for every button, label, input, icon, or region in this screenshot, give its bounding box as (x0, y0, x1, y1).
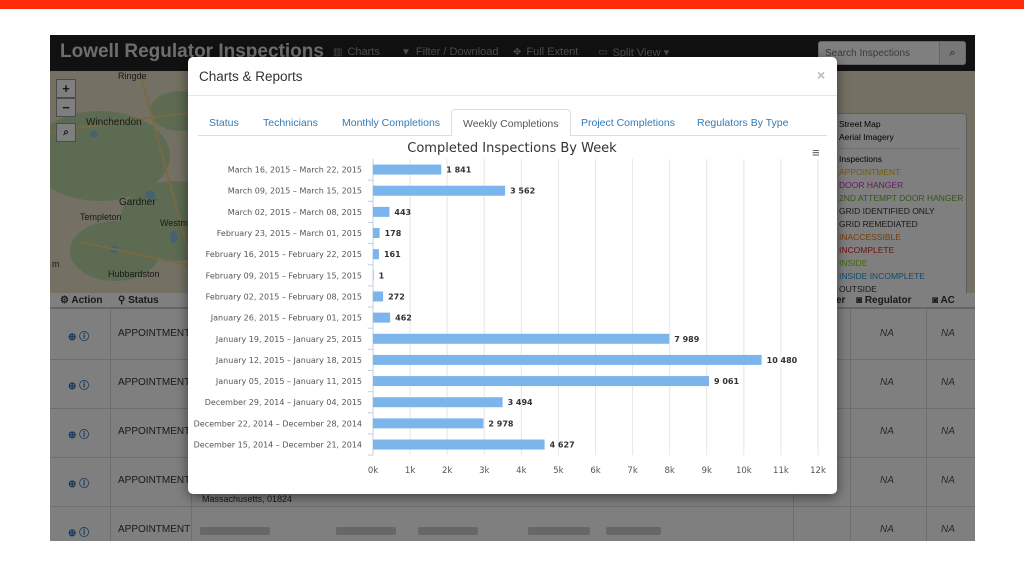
y-tick-label: March 09, 2015 – March 15, 2015 (228, 187, 362, 196)
data-label: 10 480 (767, 356, 798, 365)
data-label: 443 (394, 208, 411, 217)
bar (373, 376, 710, 387)
x-tick-label: 3k (479, 466, 489, 476)
chart-svg: Completed Inspections By Week 0k 1k 2k 3k 4k 5… (194, 141, 826, 476)
y-tick-label: February 16, 2015 – February 22, 2015 (206, 250, 362, 259)
modal-title: Charts & Reports (199, 69, 303, 84)
x-tick-label: 8k (664, 466, 674, 476)
bar (373, 397, 503, 408)
x-tick-label: 4k (516, 466, 526, 476)
charts-reports-modal: Charts & Reports × Status Technicians Mo… (188, 57, 837, 494)
top-accent-bar (0, 0, 1024, 9)
bar (373, 206, 390, 217)
y-tick-label: January 12, 2015 – January 18, 2015 (215, 356, 362, 365)
y-tick-label: February 09, 2015 – February 15, 2015 (206, 271, 362, 280)
tab-regulators-by-type[interactable]: Regulators By Type (697, 117, 789, 129)
weekly-completions-chart: Completed Inspections By Week 0k 1k 2k 3k 4k 5… (188, 137, 837, 489)
x-tick-label: 0k (368, 466, 378, 476)
data-label: 161 (384, 250, 401, 259)
bar (373, 270, 374, 281)
data-label: 462 (395, 314, 412, 323)
bar (373, 185, 506, 196)
tab-monthly-completions[interactable]: Monthly Completions (342, 117, 441, 129)
x-tick-label: 1k (405, 466, 415, 476)
bar (373, 291, 384, 302)
bar (373, 439, 545, 450)
x-tick-label: 11k (773, 466, 789, 476)
tab-project-completions[interactable]: Project Completions (581, 117, 675, 129)
chart-title: Completed Inspections By Week (407, 141, 617, 156)
modal-divider (188, 95, 837, 96)
bar (373, 312, 391, 323)
bar (373, 354, 762, 365)
data-label: 3 562 (510, 187, 535, 196)
tab-weekly-completions[interactable]: Weekly Completions (451, 109, 571, 137)
chart-menu-icon[interactable]: ≡ (812, 145, 820, 160)
x-tick-label: 6k (590, 466, 600, 476)
y-tick-label: December 29, 2014 – January 04, 2015 (205, 398, 362, 407)
report-tabs: Status Technicians Monthly Completions W… (198, 109, 827, 137)
data-label: 272 (388, 292, 405, 301)
y-tick-label: December 22, 2014 – December 28, 2014 (194, 419, 362, 428)
bar (373, 228, 380, 239)
y-tick-label: January 05, 2015 – January 11, 2015 (215, 377, 362, 386)
data-label: 9 061 (714, 377, 739, 386)
bar (373, 249, 379, 260)
y-tick-label: February 23, 2015 – March 01, 2015 (217, 229, 362, 238)
y-tick-label: March 02, 2015 – March 08, 2015 (228, 208, 362, 217)
bar (373, 418, 484, 429)
tab-status[interactable]: Status (209, 117, 239, 129)
y-tick-label: January 26, 2015 – February 01, 2015 (210, 314, 362, 323)
y-tick-label: December 15, 2014 – December 21, 2014 (194, 441, 362, 450)
data-label: 7 989 (674, 335, 699, 344)
close-icon[interactable]: × (817, 67, 826, 83)
bar (373, 333, 670, 344)
data-label: 1 841 (446, 166, 471, 175)
data-label: 1 (379, 271, 385, 280)
x-tick-label: 5k (553, 466, 563, 476)
y-tick-label: February 02, 2015 – February 08, 2015 (206, 292, 362, 301)
x-tick-label: 10k (736, 466, 752, 476)
bar (373, 164, 442, 175)
data-label: 3 494 (508, 398, 533, 407)
y-tick-label: March 16, 2015 – March 22, 2015 (228, 166, 362, 175)
x-tick-label: 2k (442, 466, 452, 476)
data-label: 178 (385, 229, 402, 238)
x-tick-label: 7k (627, 466, 637, 476)
x-tick-label: 12k (810, 466, 826, 476)
data-label: 2 978 (488, 419, 513, 428)
x-tick-label: 9k (702, 466, 712, 476)
y-tick-label: January 19, 2015 – January 25, 2015 (215, 335, 362, 344)
tab-technicians[interactable]: Technicians (263, 117, 318, 129)
data-label: 4 627 (550, 441, 575, 450)
